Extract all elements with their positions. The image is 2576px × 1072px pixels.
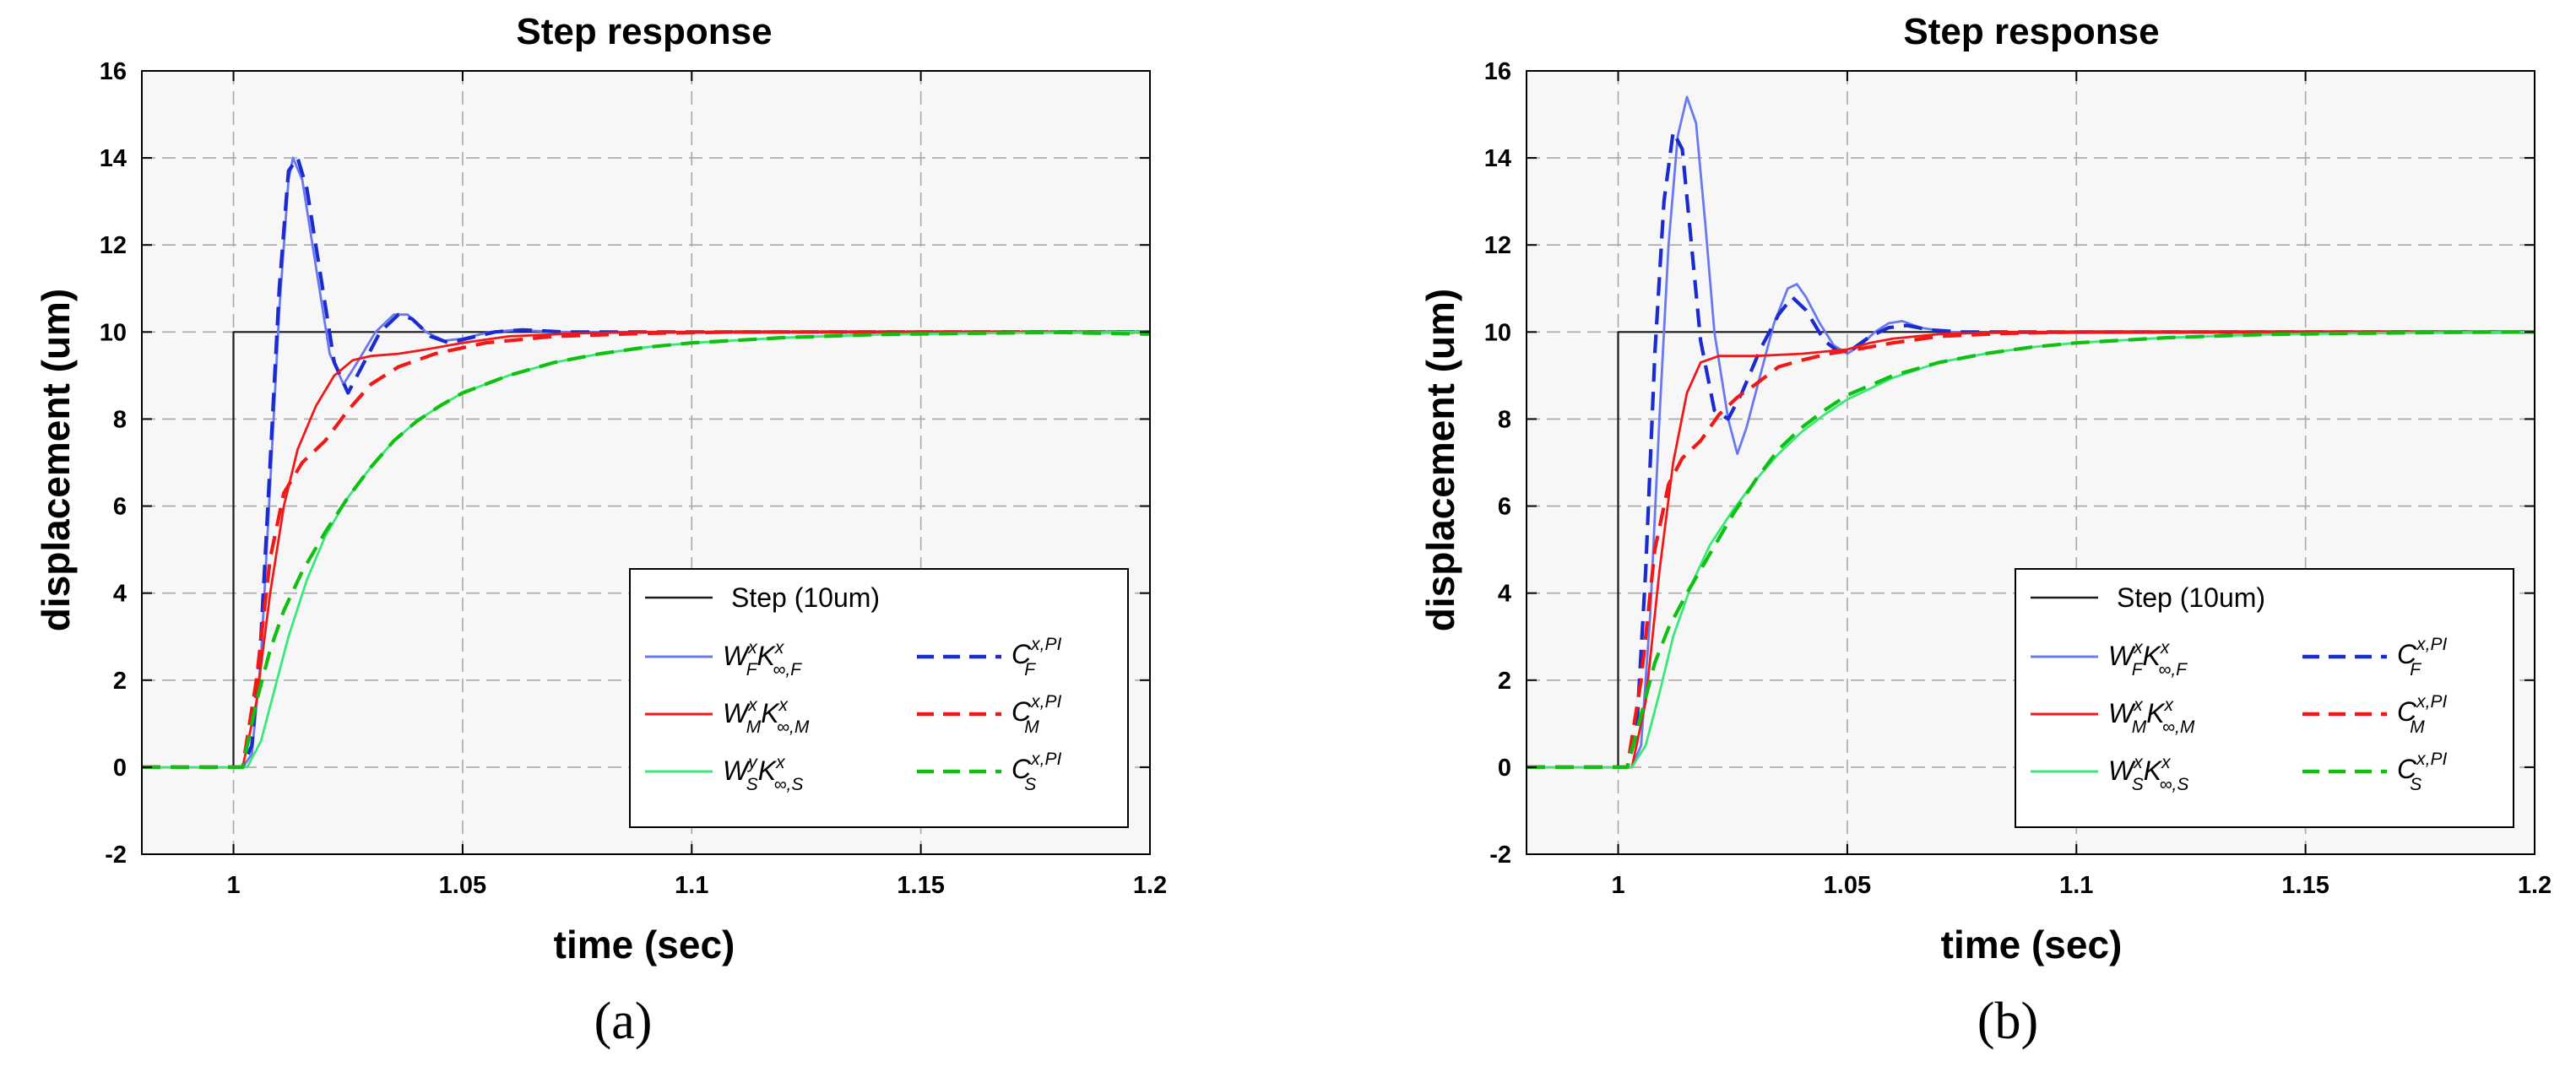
legend-label: Wx FKx ∞,F <box>2108 638 2188 679</box>
axes-frame <box>141 70 1151 855</box>
y-tick-label: 2 <box>1498 668 1511 695</box>
legend-label: Wx SKx ∞,S <box>2108 753 2188 794</box>
legend-label: Cx,PI M <box>2397 692 2447 737</box>
x-tick-label: 1.05 <box>439 872 486 899</box>
legend-label: Cx,PI M <box>1011 692 1061 737</box>
series-line-w-m-k-inf-m <box>142 330 1150 769</box>
x-tick-label: 1 <box>1611 872 1624 899</box>
series-line-c-m-x-pi- <box>1527 330 2535 769</box>
x-axis-label: time (sec) <box>1941 923 2123 966</box>
x-tick-label: 1.2 <box>2518 872 2552 899</box>
series-line-c-f-x-pi- <box>1527 130 2535 769</box>
y-tick-label: -2 <box>1489 842 1511 869</box>
y-axis-label: displacement (um) <box>34 289 78 631</box>
y-tick-label: 8 <box>1498 406 1511 433</box>
legend-label: Cx,PI F <box>2397 635 2447 679</box>
legend-label: Wx MKx ∞,M <box>2108 696 2195 737</box>
legend-label: Cx,PI S <box>1011 750 1061 794</box>
x-tick-label: 1.05 <box>1824 872 1871 899</box>
series-line-w-f-k-inf-f <box>1527 95 2535 769</box>
series-group <box>1527 95 2535 769</box>
series-group <box>142 156 1150 769</box>
panel-label: (a) <box>594 993 653 1050</box>
y-tick-label: 6 <box>113 494 127 521</box>
y-tick-label: 10 <box>100 319 127 346</box>
y-tick-label: 12 <box>1484 232 1511 259</box>
chart-a: Step response time (sec) displacement (u… <box>34 11 1167 1050</box>
axes-frame <box>1526 70 2535 855</box>
y-tick-label: 0 <box>1498 755 1511 782</box>
chart-title: Step response <box>516 11 772 52</box>
y-tick-label: 14 <box>100 145 127 172</box>
series-line-c-s-x-pi- <box>142 330 1150 769</box>
y-tick-label: 4 <box>1498 581 1511 608</box>
x-tick-label: 1.2 <box>1133 872 1167 899</box>
legend-label: Wx FKx ∞,F <box>723 638 802 679</box>
legend: Step (10um) Wx FKx ∞,F Cx,PI F Wx MKx ∞,M Cx,PI M W… <box>2015 568 2514 828</box>
x-tick-label: 1 <box>226 872 240 899</box>
x-tick-label: 1.1 <box>675 872 708 899</box>
legend-label: Wx MKx ∞,M <box>723 696 810 737</box>
legend-label: Cx,PI F <box>1011 635 1061 679</box>
chart-b: Step response time (sec) displacement (u… <box>1418 11 2552 1050</box>
y-tick-label: 4 <box>113 581 127 608</box>
y-tick-label: 10 <box>1484 319 1511 346</box>
legend-label: Wy SKx ∞,S <box>723 753 803 794</box>
y-tick-label: 8 <box>113 406 127 433</box>
legend-box <box>2015 568 2514 828</box>
y-axis-label: displacement (um) <box>1418 289 1462 631</box>
y-tick-label: 14 <box>1484 145 1511 172</box>
y-tick-label: -2 <box>105 842 127 869</box>
series-line-c-m-x-pi- <box>142 330 1150 769</box>
legend-label: Cx,PI S <box>2397 750 2447 794</box>
y-tick-label: 12 <box>100 232 127 259</box>
x-axis-label: time (sec) <box>554 923 735 966</box>
series-line-c-s-x-pi- <box>1527 330 2535 769</box>
x-tick-label: 1.15 <box>897 872 944 899</box>
y-tick-label: 0 <box>113 755 127 782</box>
legend: Step (10um) Wx FKx ∞,F Cx,PI F Wx MKx ∞,M Cx,PI M W… <box>629 568 1129 828</box>
y-tick-label: 6 <box>1498 494 1511 521</box>
y-tick-label: 16 <box>100 58 127 85</box>
x-tick-label: 1.15 <box>2281 872 2329 899</box>
x-tick-label: 1.1 <box>2059 872 2093 899</box>
legend-label: Step (10um) <box>2117 582 2265 613</box>
chart-title: Step response <box>1903 11 2159 52</box>
series-line-w-m-k-inf-m <box>1527 330 2535 769</box>
legend-box <box>629 568 1129 828</box>
y-tick-label: 16 <box>1484 58 1511 85</box>
panel-label: (b) <box>1977 993 2038 1050</box>
legend-label: Step (10um) <box>731 582 880 613</box>
y-tick-label: 2 <box>113 668 127 695</box>
series-line-c-f-x-pi- <box>142 156 1150 769</box>
